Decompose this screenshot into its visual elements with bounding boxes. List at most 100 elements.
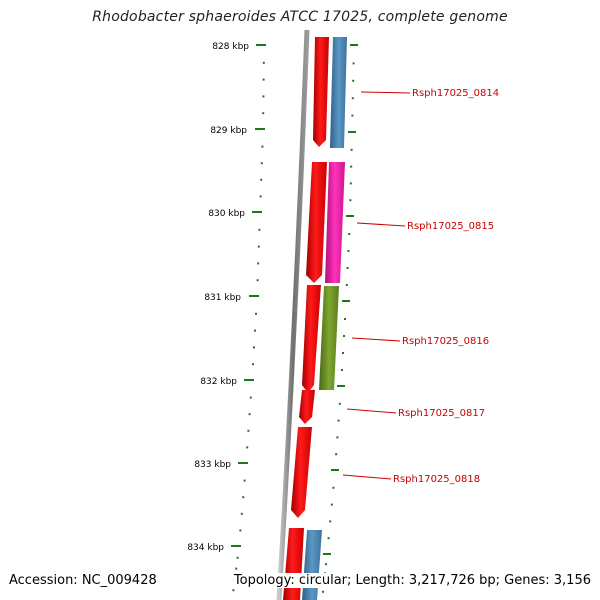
minor-tick [342,352,344,354]
minor-tick [253,346,255,349]
gene-arrow-0817[interactable] [299,390,315,424]
gene-labels[interactable]: Rsph17025_0814 Rsph17025_0815 Rsph17025_… [393,88,499,485]
minor-tick [262,112,265,115]
gene-arrow-next[interactable] [283,528,304,600]
accession-text: Accession: NC_009428 [9,573,157,588]
leader-line-0816 [351,337,401,342]
gene-arrow-0814[interactable] [313,37,329,147]
minor-tick [344,318,346,320]
gene-label-0817[interactable]: Rsph17025_0817 [398,408,485,419]
gene-boundary-ticks [323,44,358,555]
minor-tick [322,590,324,593]
kbp-ruler [231,44,266,547]
gene-label-0816[interactable]: Rsph17025_0816 [402,336,489,347]
gene-arrow-0815[interactable] [306,162,327,283]
minor-tick [347,250,350,252]
cds-bar-0814[interactable] [330,37,347,148]
major-tick-832 [244,379,254,381]
minor-tick [257,245,260,248]
gene-label-0815[interactable]: Rsph17025_0815 [407,221,494,232]
minor-tick [332,486,335,489]
minor-tick [349,199,352,202]
minor-tick [257,262,260,265]
leader-line-0815 [356,222,406,227]
minor-tick [336,436,339,439]
minor-tick [352,79,355,82]
minor-tick [335,453,338,456]
minor-tick [352,62,355,65]
minor-tick [258,228,261,231]
leader-line-0817 [346,408,397,414]
gene-arrow-0816[interactable] [302,285,321,393]
minor-tick [252,363,254,366]
minor-tick [261,145,264,148]
leader-line-0814 [360,91,411,94]
minor-tick [262,78,265,81]
gene-label-0814[interactable]: Rsph17025_0814 [412,88,499,99]
gene-arrow-0818[interactable] [291,427,312,518]
minor-tick [338,402,341,405]
boundary-tick [342,300,350,302]
cds-bar-next[interactable] [302,530,322,600]
minor-tick [262,61,265,64]
cds-bar-0815[interactable] [325,162,345,283]
ruler-labels: 828 kbp 829 kbp 830 kbp 831 kbp 832 kbp … [187,42,249,553]
ruler-label-832: 832 kbp [200,377,237,387]
ruler-label-831: 831 kbp [204,293,241,303]
ruler-label-834: 834 kbp [187,543,224,553]
minor-tick [346,267,349,269]
minor-tick [350,148,353,151]
minor-tick [330,503,333,506]
minor-tick [262,95,265,98]
boundary-tick [331,469,339,471]
minor-tick [254,329,256,332]
minor-tick [349,182,352,185]
minor-tick [260,162,263,165]
cds-bar-0816[interactable] [319,286,339,390]
minor-tick [343,335,345,337]
minor-tick [240,512,243,515]
gene-label-0818[interactable]: Rsph17025_0818 [393,474,480,485]
ruler-label-833: 833 kbp [194,460,231,470]
boundary-tick [350,44,358,46]
minor-tick [239,529,242,532]
minor-tick [247,429,250,432]
minor-ruler-dots [232,61,265,592]
major-tick-831 [249,295,259,297]
right-ruler-dots [322,62,355,593]
ruler-label-830: 830 kbp [208,209,245,219]
major-tick-833 [238,462,248,464]
ruler-label-828: 828 kbp [212,42,249,52]
minor-tick [246,446,249,449]
boundary-tick [337,385,345,387]
minor-tick [236,556,239,559]
minor-tick [260,178,263,181]
minor-tick [350,165,353,168]
genome-summary-text: Topology: circular; Length: 3,217,726 bp… [233,573,591,588]
minor-tick [351,97,354,100]
major-tick-828 [256,44,266,46]
minor-tick [256,279,259,282]
major-tick-829 [255,128,265,130]
minor-tick [329,520,332,523]
minor-tick [325,563,327,566]
minor-tick [248,413,251,416]
minor-tick [348,233,351,235]
minor-tick [327,537,330,540]
minor-tick [242,496,245,499]
genome-backbone [276,29,310,600]
minor-tick [345,284,348,286]
genome-title: Rhodobacter sphaeroides ATCC 17025, comp… [92,9,508,25]
minor-tick [337,419,340,422]
boundary-tick [346,215,354,217]
minor-tick [232,589,235,592]
minor-tick [341,369,343,371]
boundary-tick [348,131,356,133]
minor-tick [243,479,246,482]
minor-tick [351,114,354,117]
ruler-label-829: 829 kbp [210,126,247,136]
leader-line-0818 [342,474,392,480]
leader-lines [342,91,411,480]
minor-tick [249,396,252,399]
